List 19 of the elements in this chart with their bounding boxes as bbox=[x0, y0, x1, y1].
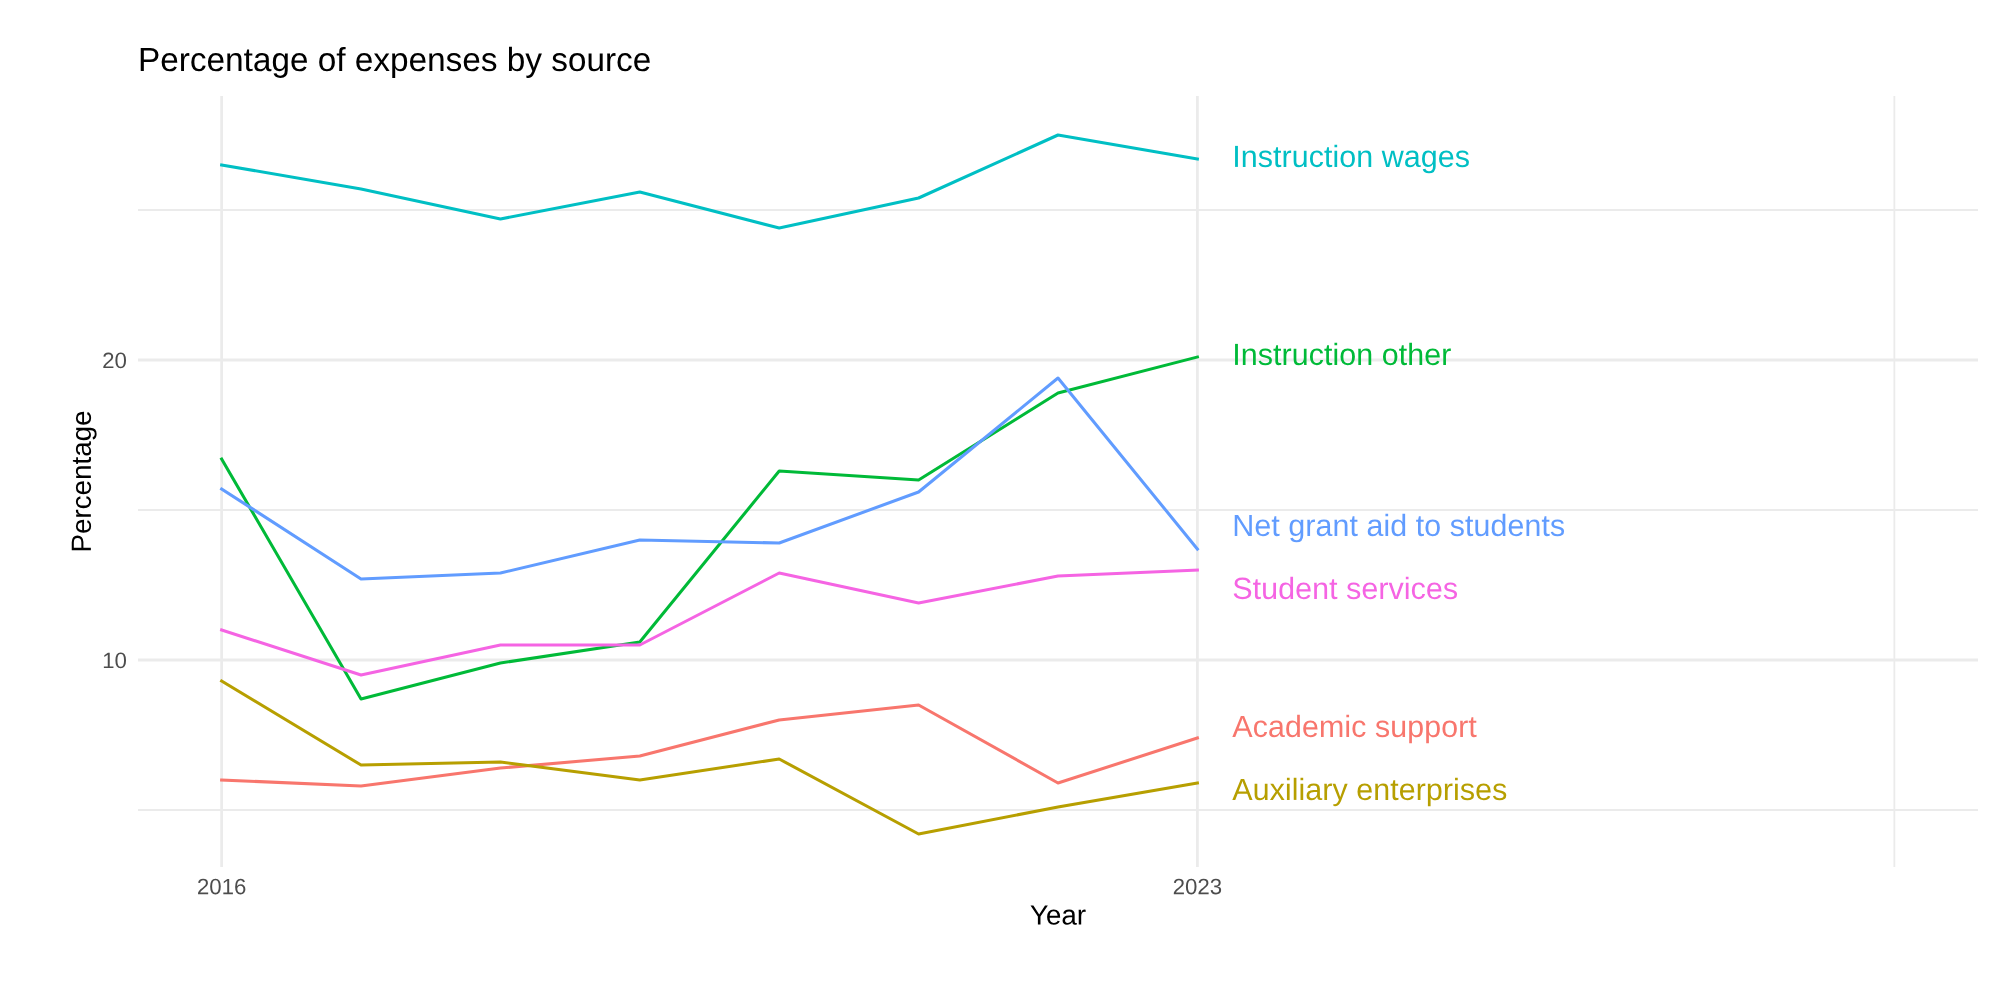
x-tick-label: 2016 bbox=[198, 878, 246, 895]
series-label: Instruction wages bbox=[1235, 144, 1469, 174]
y-axis-title: Percentage bbox=[71, 411, 97, 551]
line-series bbox=[220, 355, 1199, 701]
chart-title: Percentage of expenses by source bbox=[140, 46, 650, 78]
line-series bbox=[220, 376, 1199, 581]
series-label: Auxiliary enterprises bbox=[1232, 777, 1507, 807]
y-tick-label: 10 bbox=[103, 652, 127, 669]
series-label: Net grant aid to students bbox=[1234, 513, 1565, 543]
line-series bbox=[220, 703, 1199, 788]
series-label: Student services bbox=[1233, 576, 1458, 600]
line-series bbox=[220, 568, 1199, 677]
series-label: Academic support bbox=[1232, 714, 1477, 744]
x-tick-label: 2023 bbox=[1173, 878, 1222, 895]
line-series bbox=[220, 133, 1199, 230]
series-label: Instruction other bbox=[1235, 342, 1451, 366]
line-series bbox=[220, 679, 1199, 836]
y-tick-label: 20 bbox=[103, 352, 127, 369]
x-axis-title: Year bbox=[1030, 905, 1086, 925]
